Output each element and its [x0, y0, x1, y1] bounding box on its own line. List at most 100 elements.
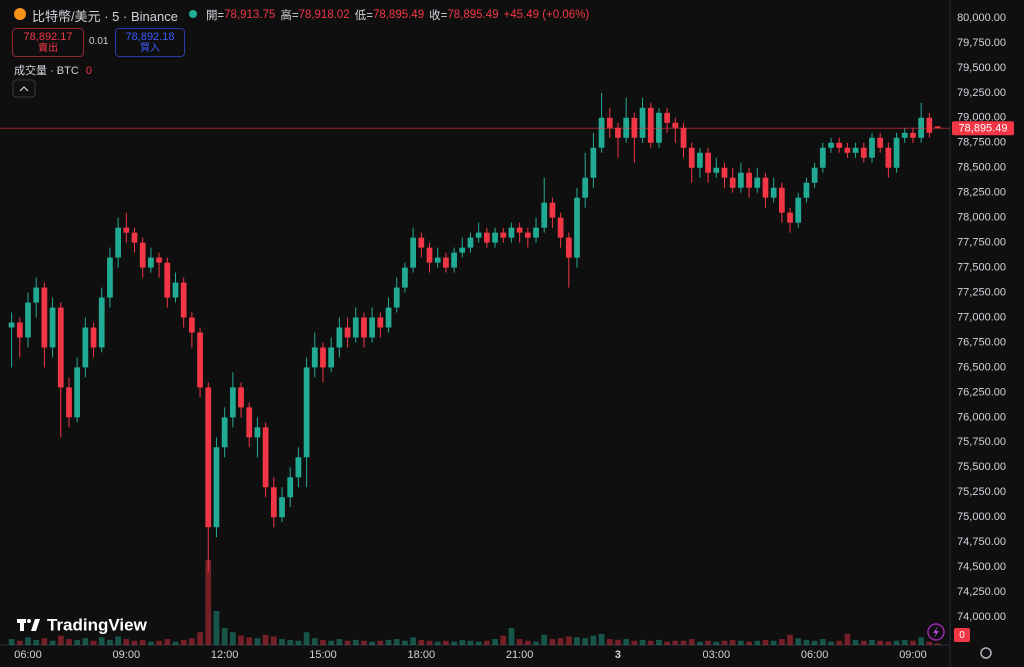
volume-bar	[123, 639, 130, 645]
volume-bar	[107, 639, 113, 645]
candle-body	[443, 257, 449, 268]
volume-bar	[852, 639, 859, 645]
y-tick-label: 79,000.00	[957, 112, 1006, 124]
volume-bar	[500, 635, 507, 645]
candle-body	[705, 152, 711, 173]
volume-bar	[844, 633, 851, 645]
sell-button[interactable]: 78,892.17 賣出	[12, 28, 84, 57]
candle-body	[606, 117, 613, 128]
volume-bar	[557, 638, 564, 645]
candle-body	[369, 317, 376, 338]
candle-body	[639, 107, 646, 138]
volume-bar	[262, 634, 269, 645]
volume-bar	[98, 637, 105, 645]
candle-body	[402, 267, 408, 288]
volume-bar	[623, 639, 630, 645]
candle-body	[524, 232, 531, 238]
legend-header: 比特幣/美元 · 5 · Binance 開= 78,913.75 高= 78,91…	[12, 6, 589, 24]
collapse-button[interactable]	[12, 79, 36, 98]
volume-bar	[156, 640, 162, 645]
volume-bar	[705, 640, 711, 645]
candle-body	[615, 127, 621, 138]
y-tick-label: 77,750.00	[957, 237, 1006, 249]
candle-body	[844, 147, 851, 153]
volume-bar	[369, 641, 376, 645]
candle-body	[877, 137, 884, 148]
change: +45.49 (+0.06%)	[503, 9, 590, 21]
settings-icon[interactable]	[980, 647, 992, 659]
candle-body	[565, 237, 572, 258]
y-tick-label: 74,750.00	[957, 536, 1006, 548]
lightning-icon	[933, 626, 939, 638]
volume-bar	[295, 640, 302, 645]
volume-bar	[869, 639, 875, 645]
logo-text: TradingView	[47, 615, 148, 634]
volume-bar	[459, 639, 466, 645]
volume-bar	[16, 640, 23, 645]
candle-body	[754, 177, 761, 188]
symbol: 比特幣/美元 · 5 · Binance	[32, 8, 178, 24]
volume-bar	[574, 637, 580, 645]
buy-price: 78,892.18	[125, 30, 175, 43]
candle-body	[836, 142, 843, 148]
candle-body	[828, 142, 834, 148]
volume-bar	[508, 628, 515, 645]
volume-bar	[172, 641, 179, 645]
volume-bar	[926, 641, 933, 645]
y-tick-label: 79,750.00	[957, 37, 1006, 49]
candle-body	[361, 317, 367, 338]
low-label: 低=	[354, 10, 373, 22]
candle-body	[451, 252, 457, 268]
candle-body	[549, 202, 556, 218]
volume-bar	[352, 639, 359, 645]
buy-button[interactable]: 78,892.18 買入	[115, 28, 185, 57]
volume-bar	[205, 560, 212, 645]
close-label: 收=	[429, 10, 448, 22]
x-tick-label: 06:00	[14, 649, 42, 661]
candle-body	[320, 347, 326, 368]
volume-bar	[434, 641, 441, 645]
x-tick-label: 09:00	[113, 649, 141, 661]
volume-bar	[221, 628, 228, 645]
y-tick-label: 75,750.00	[957, 436, 1006, 448]
high-label: 高=	[280, 10, 299, 22]
candle-body	[762, 177, 769, 198]
volume-bar	[836, 640, 843, 645]
volume-layer	[8, 560, 941, 645]
volume-bar	[443, 640, 449, 645]
badge-box[interactable]	[954, 628, 970, 642]
volume-bar	[606, 639, 613, 645]
candle-body	[16, 322, 23, 338]
candle-body	[352, 317, 359, 338]
y-tick-label: 76,750.00	[957, 336, 1006, 348]
volume-bar	[910, 640, 916, 645]
y-tick-label: 78,750.00	[957, 137, 1006, 149]
candle-body	[139, 242, 146, 268]
volume-bar	[762, 639, 769, 645]
sell-price: 78,892.17	[23, 30, 73, 43]
low-value: 78,895.49	[372, 9, 425, 21]
volume-bar	[697, 641, 703, 645]
lightning-button[interactable]	[927, 623, 945, 641]
y-tick-label: 78,000.00	[957, 212, 1006, 224]
y-tick-label: 79,250.00	[957, 87, 1006, 99]
volume-bar	[426, 640, 433, 645]
y-tick-label: 77,250.00	[957, 286, 1006, 298]
candle-body	[295, 457, 302, 478]
volume-bar	[631, 640, 638, 645]
y-tick-label: 75,000.00	[957, 511, 1006, 523]
volume-bar	[90, 640, 97, 645]
logo-shape	[31, 619, 40, 631]
open-label: 開=	[205, 10, 225, 22]
candle-body	[803, 182, 810, 198]
candle-body	[738, 172, 744, 188]
volume-bar	[729, 639, 736, 645]
candle-body	[778, 187, 785, 213]
candle-body	[590, 147, 597, 178]
candle-body	[483, 232, 490, 243]
candle-body	[33, 287, 40, 303]
candle-body	[860, 147, 867, 158]
x-tick-label: 12:00	[211, 649, 239, 661]
candle-body	[197, 332, 203, 388]
x-tick-label: 15:00	[309, 649, 337, 661]
